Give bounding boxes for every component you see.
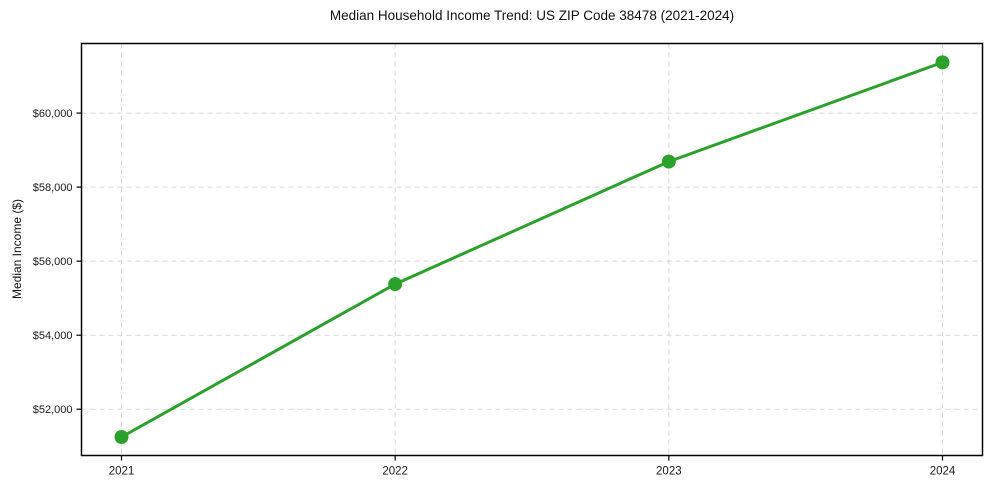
y-tick-label: $54,000: [33, 330, 73, 342]
trend-line: [120, 60, 944, 439]
data-point-2021: [114, 429, 129, 444]
x-tick-label: 2021: [109, 466, 135, 478]
y-tick-label: $58,000: [33, 182, 73, 194]
data-point-2023: [661, 154, 676, 169]
chart-title: Median Household Income Trend: US ZIP Co…: [329, 8, 735, 23]
y-tick-label: $52,000: [33, 404, 73, 416]
data-point-2022: [388, 277, 403, 292]
x-tick-label: 2023: [656, 466, 682, 478]
y-tick-label: $56,000: [33, 256, 73, 268]
plot-border: [80, 42, 984, 457]
y-tick-label: $60,000: [33, 108, 73, 120]
x-tick-label: 2022: [382, 466, 408, 478]
x-tick-label: 2024: [930, 466, 956, 478]
data-point-2024: [935, 55, 950, 70]
